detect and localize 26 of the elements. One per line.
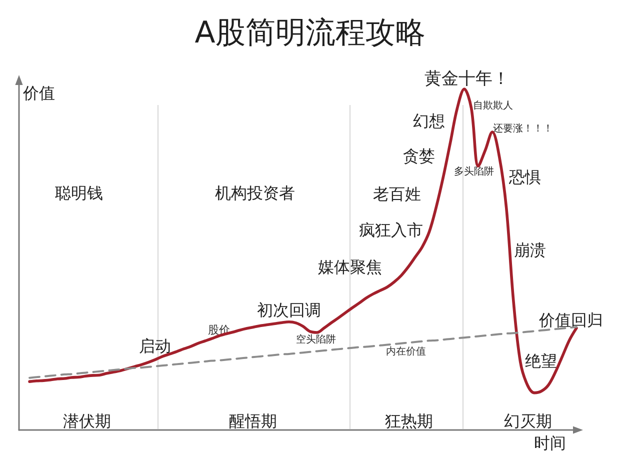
annotation: 空头陷阱 (296, 334, 336, 346)
annotation: 幻想 (413, 112, 445, 130)
annotation: 价值回归 (538, 310, 603, 330)
annotation: 疯狂入市 (359, 220, 423, 240)
annotation: 贪婪 (403, 146, 435, 166)
annotation: 绝望 (525, 352, 557, 370)
annotation: 启动 (139, 336, 171, 356)
annotation: 自欺欺人 (473, 100, 513, 112)
annotation: 幻灭期 (504, 412, 552, 430)
annotation: 媒体聚焦 (318, 258, 382, 276)
annotation: 机构投资者 (215, 184, 295, 202)
x-axis-title: 时间 (534, 434, 566, 452)
annotation: 多头陷阱 (454, 166, 494, 178)
annotation: 崩溃 (514, 240, 546, 260)
annotation: 潜伏期 (63, 412, 111, 430)
chart-title: A股简明流程攻略 (194, 16, 426, 50)
series-label: 内在价值 (386, 346, 426, 358)
annotation: 狂热期 (385, 412, 433, 430)
annotation: 醒悟期 (229, 412, 277, 430)
annotation: 恐惧 (508, 168, 541, 186)
y-axis-title: 价值 (22, 84, 55, 102)
annotation: 老百姓 (373, 184, 421, 204)
annotation: 初次回调 (257, 300, 321, 320)
annotation: 还要涨！！！ (493, 122, 553, 134)
annotation: 黄金十年！ (424, 69, 510, 89)
annotation: 聪明钱 (55, 184, 103, 202)
